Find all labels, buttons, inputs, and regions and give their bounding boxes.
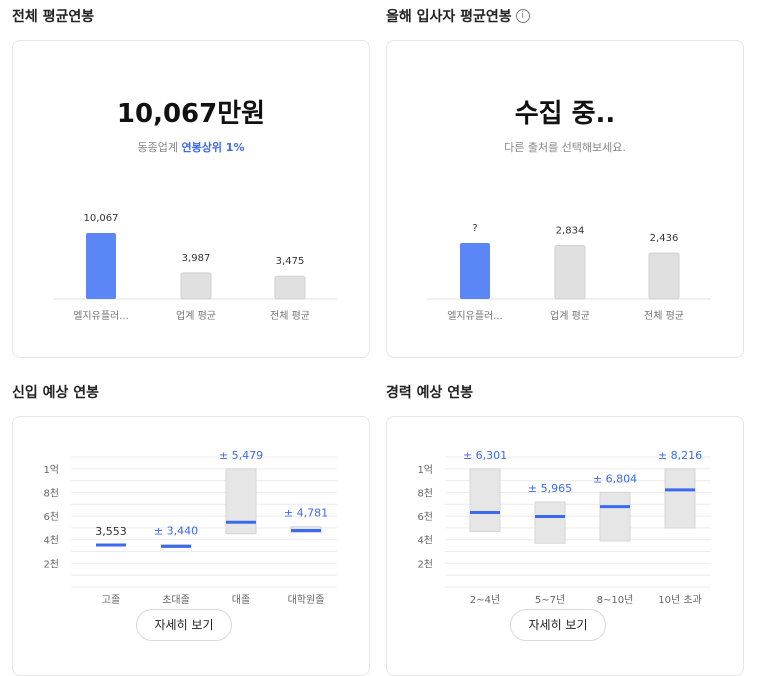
total-avg-title: 전체 평균연봉 bbox=[12, 6, 94, 26]
range-box-0 bbox=[469, 468, 501, 532]
range-box-2 bbox=[225, 468, 257, 535]
total-avg-title-text: 전체 평균연봉 bbox=[12, 9, 95, 25]
category-label-0: 2~4년 bbox=[470, 594, 500, 606]
new-hire-avg-value: 수집 중.. bbox=[514, 99, 616, 129]
bar-2 bbox=[648, 252, 680, 300]
category-label-3: 10년 초과 bbox=[658, 594, 702, 606]
new-hire-avg-card: 수집 중.. 다른 출처를 선택해보세요. ? 엘지유플러... 2,834 업계 평… bbox=[386, 40, 744, 358]
y-tick-label: 8천 bbox=[43, 487, 59, 499]
career-expected-title-text: 경력 예상 연봉 bbox=[386, 385, 474, 401]
value-label-1: ± 5,965 bbox=[528, 482, 572, 495]
new-hire-avg-title: 올해 입사자 평균연봉 i bbox=[386, 6, 530, 26]
category-label-2: 전체 평균 bbox=[270, 310, 310, 322]
career-detail-button[interactable]: 자세히 보기 bbox=[510, 609, 606, 641]
category-label-1: 업계 평균 bbox=[550, 309, 590, 322]
bar-2 bbox=[274, 275, 306, 300]
category-label-1: 업계 평균 bbox=[176, 309, 216, 322]
bar-value-label-1: 3,987 bbox=[182, 253, 211, 264]
category-label-0: 엘지유플러... bbox=[447, 309, 503, 322]
bar-value-label-0: 10,067 bbox=[84, 213, 119, 224]
total-avg-card: 10,067만원 동종업계 연봉상위 1% 10,067 엘지유플러... 3,98… bbox=[12, 40, 370, 358]
value-label-2: ± 5,479 bbox=[219, 449, 263, 462]
y-tick-label: 2천 bbox=[417, 558, 433, 570]
range-box-3 bbox=[664, 468, 696, 529]
bar-1 bbox=[554, 245, 586, 300]
rank-highlight: 연봉상위 1% bbox=[181, 141, 245, 154]
bar-1 bbox=[180, 272, 212, 300]
bar-0 bbox=[86, 233, 116, 299]
value-label-3: ± 8,216 bbox=[658, 449, 702, 462]
y-tick-label: 4천 bbox=[417, 535, 433, 547]
career-expected-card: 1억 8천 6천 4천 2천 ± 6,301 2~4년 ± 5,965 5~7년 ± 6,804 8… bbox=[386, 416, 744, 676]
entry-expected-title-text: 신입 예상 연봉 bbox=[12, 385, 100, 401]
bar-value-label-2: 2,436 bbox=[650, 233, 679, 244]
range-box-2 bbox=[599, 491, 631, 542]
bar-value-label-1: 2,834 bbox=[556, 226, 585, 237]
category-label-2: 8~10년 bbox=[597, 594, 634, 606]
career-expected-range-chart: 1억 8천 6천 4천 2천 ± 6,301 2~4년 ± 5,965 5~7년 ± 6,804 8… bbox=[417, 449, 711, 606]
bar-0 bbox=[460, 243, 490, 299]
rank-prefix: 동종업계 bbox=[137, 141, 182, 154]
value-label-1: ± 3,440 bbox=[154, 524, 198, 537]
entry-expected-title: 신입 예상 연봉 bbox=[12, 382, 99, 402]
value-label-2: ± 6,804 bbox=[593, 472, 637, 485]
value-label-3: ± 4,781 bbox=[284, 507, 328, 520]
total-avg-bar-chart: 10,067 엘지유플러... 3,987 업계 평균 3,475 전체 평균 bbox=[53, 213, 337, 322]
new-hire-avg-title-text: 올해 입사자 평균연봉 bbox=[386, 9, 512, 25]
bar-value-label-2: 3,475 bbox=[276, 256, 305, 267]
info-icon[interactable]: i bbox=[515, 9, 530, 23]
entry-detail-button[interactable]: 자세히 보기 bbox=[136, 609, 232, 641]
y-tick-label: 1억 bbox=[43, 464, 59, 476]
value-label-0: ± 6,301 bbox=[463, 449, 507, 462]
category-label-3: 대학원졸 bbox=[288, 594, 325, 606]
range-box-1 bbox=[534, 501, 566, 544]
career-expected-title: 경력 예상 연봉 bbox=[386, 382, 473, 402]
y-tick-label: 6천 bbox=[417, 511, 433, 523]
total-avg-rank: 동종업계 연봉상위 1% bbox=[13, 139, 369, 155]
category-label-0: 고졸 bbox=[102, 594, 120, 606]
bar-value-label-0: ? bbox=[472, 223, 477, 234]
category-label-1: 초대졸 bbox=[162, 594, 190, 606]
new-hire-avg-bar-chart: ? 엘지유플러... 2,834 업계 평균 2,436 전체 평균 bbox=[427, 223, 711, 322]
category-label-0: 엘지유플러... bbox=[73, 309, 129, 322]
category-label-1: 5~7년 bbox=[535, 594, 565, 606]
category-label-2: 대졸 bbox=[232, 594, 250, 606]
y-tick-label: 6천 bbox=[43, 511, 59, 523]
y-tick-label: 1억 bbox=[417, 464, 433, 476]
total-avg-value: 10,067만원 bbox=[116, 99, 266, 129]
new-hire-avg-hint: 다른 출처를 선택해보세요. bbox=[504, 141, 626, 154]
y-tick-label: 8천 bbox=[417, 487, 433, 499]
y-tick-label: 2천 bbox=[43, 558, 59, 570]
entry-expected-range-chart: 1억 8천 6천 4천 2천 3,553 고졸 ± 3,440 초대졸 ± 5,479 대졸 ± 4,… bbox=[43, 449, 337, 606]
value-label-0: 3,553 bbox=[95, 525, 127, 538]
y-tick-label: 4천 bbox=[43, 535, 59, 547]
category-label-2: 전체 평균 bbox=[644, 310, 684, 322]
entry-expected-card: 1억 8천 6천 4천 2천 3,553 고졸 ± 3,440 초대졸 ± 5,479 대졸 ± 4,… bbox=[12, 416, 370, 676]
